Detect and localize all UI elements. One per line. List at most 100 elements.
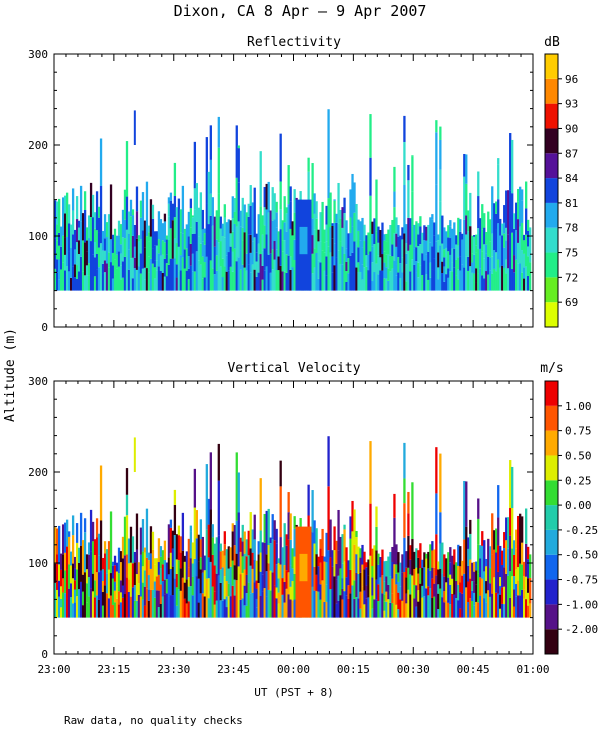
data-cell bbox=[87, 577, 91, 597]
data-cell bbox=[357, 230, 360, 248]
data-cell bbox=[411, 191, 414, 227]
data-cell bbox=[343, 213, 346, 254]
data-cell bbox=[405, 243, 408, 254]
data-cell bbox=[61, 524, 65, 555]
data-cell bbox=[123, 516, 127, 556]
data-cell bbox=[339, 218, 342, 242]
data-cell bbox=[527, 559, 530, 579]
data-cell bbox=[273, 585, 276, 618]
data-cell bbox=[317, 260, 320, 279]
data-cell bbox=[263, 186, 266, 208]
data-cell bbox=[259, 478, 262, 531]
data-cell bbox=[497, 571, 500, 594]
data-cell bbox=[57, 279, 61, 291]
data-cell bbox=[409, 218, 412, 245]
data-cell bbox=[337, 509, 340, 551]
data-cell bbox=[267, 254, 270, 291]
data-cell bbox=[361, 264, 364, 280]
data-cell bbox=[245, 253, 248, 271]
data-cell bbox=[125, 515, 129, 555]
data-cell bbox=[95, 230, 99, 255]
data-cell bbox=[241, 556, 244, 573]
data-cell bbox=[129, 526, 133, 563]
data-cell bbox=[161, 564, 165, 582]
data-cell bbox=[147, 232, 151, 242]
data-cell bbox=[475, 570, 478, 585]
data-cell bbox=[239, 551, 242, 575]
data-cell bbox=[97, 232, 101, 248]
data-cell bbox=[227, 252, 230, 271]
data-cell bbox=[185, 579, 189, 604]
data-cell bbox=[151, 263, 155, 291]
data-cell bbox=[111, 278, 115, 291]
data-cell bbox=[467, 602, 470, 618]
data-cell bbox=[223, 237, 226, 267]
data-cell bbox=[161, 240, 165, 255]
data-cell bbox=[353, 212, 356, 242]
colorbar-swatch bbox=[545, 252, 558, 278]
data-cell bbox=[505, 273, 508, 291]
data-cell bbox=[193, 188, 197, 210]
data-cell bbox=[133, 257, 137, 269]
data-cell bbox=[217, 116, 220, 148]
data-cell bbox=[373, 545, 376, 580]
data-cell bbox=[69, 224, 73, 249]
data-cell bbox=[233, 579, 236, 596]
data-cell bbox=[427, 586, 430, 596]
data-cell bbox=[291, 267, 294, 291]
data-cell bbox=[251, 241, 254, 265]
data-cell bbox=[499, 594, 502, 609]
data-cell bbox=[231, 196, 234, 219]
data-cell bbox=[161, 596, 165, 618]
data-cell bbox=[325, 275, 328, 291]
data-cell bbox=[355, 203, 358, 245]
data-cell bbox=[233, 525, 236, 546]
data-cell bbox=[409, 545, 412, 560]
data-cell bbox=[529, 262, 532, 291]
data-cell bbox=[427, 224, 430, 252]
data-cell bbox=[515, 583, 518, 597]
data-cell bbox=[273, 219, 276, 241]
data-cell bbox=[485, 253, 488, 272]
data-cell bbox=[527, 605, 530, 618]
data-cell bbox=[405, 281, 408, 291]
data-cell bbox=[425, 226, 428, 241]
data-cell bbox=[213, 565, 216, 592]
data-cell bbox=[517, 242, 520, 264]
data-cell bbox=[401, 239, 404, 258]
data-cell bbox=[137, 235, 141, 242]
data-cell bbox=[109, 511, 113, 574]
data-cell bbox=[155, 231, 159, 246]
data-cell bbox=[229, 566, 232, 597]
data-cell bbox=[289, 256, 292, 270]
data-cell bbox=[421, 559, 424, 568]
data-cell bbox=[503, 247, 506, 268]
data-cell bbox=[97, 206, 101, 218]
data-cell bbox=[383, 610, 386, 618]
data-cell bbox=[391, 256, 394, 269]
data-cell bbox=[251, 592, 254, 618]
data-cell bbox=[379, 557, 382, 578]
data-cell bbox=[393, 233, 396, 261]
data-cell bbox=[85, 251, 89, 266]
data-cell bbox=[239, 599, 242, 618]
data-cell bbox=[219, 241, 222, 267]
data-cell bbox=[505, 240, 508, 260]
data-cell bbox=[97, 267, 101, 291]
data-cell bbox=[527, 219, 530, 231]
data-cell bbox=[393, 260, 396, 291]
data-cell bbox=[113, 590, 117, 603]
data-cell bbox=[421, 253, 424, 275]
data-cell bbox=[493, 203, 496, 251]
data-cell bbox=[145, 236, 149, 269]
data-cell bbox=[389, 551, 392, 577]
data-cell bbox=[103, 250, 107, 261]
data-cell bbox=[417, 262, 420, 278]
data-cell bbox=[255, 233, 258, 253]
data-cell bbox=[493, 549, 496, 578]
data-cell bbox=[329, 227, 332, 253]
data-cell bbox=[179, 536, 183, 553]
data-cell bbox=[125, 141, 129, 197]
data-cell bbox=[467, 537, 470, 549]
